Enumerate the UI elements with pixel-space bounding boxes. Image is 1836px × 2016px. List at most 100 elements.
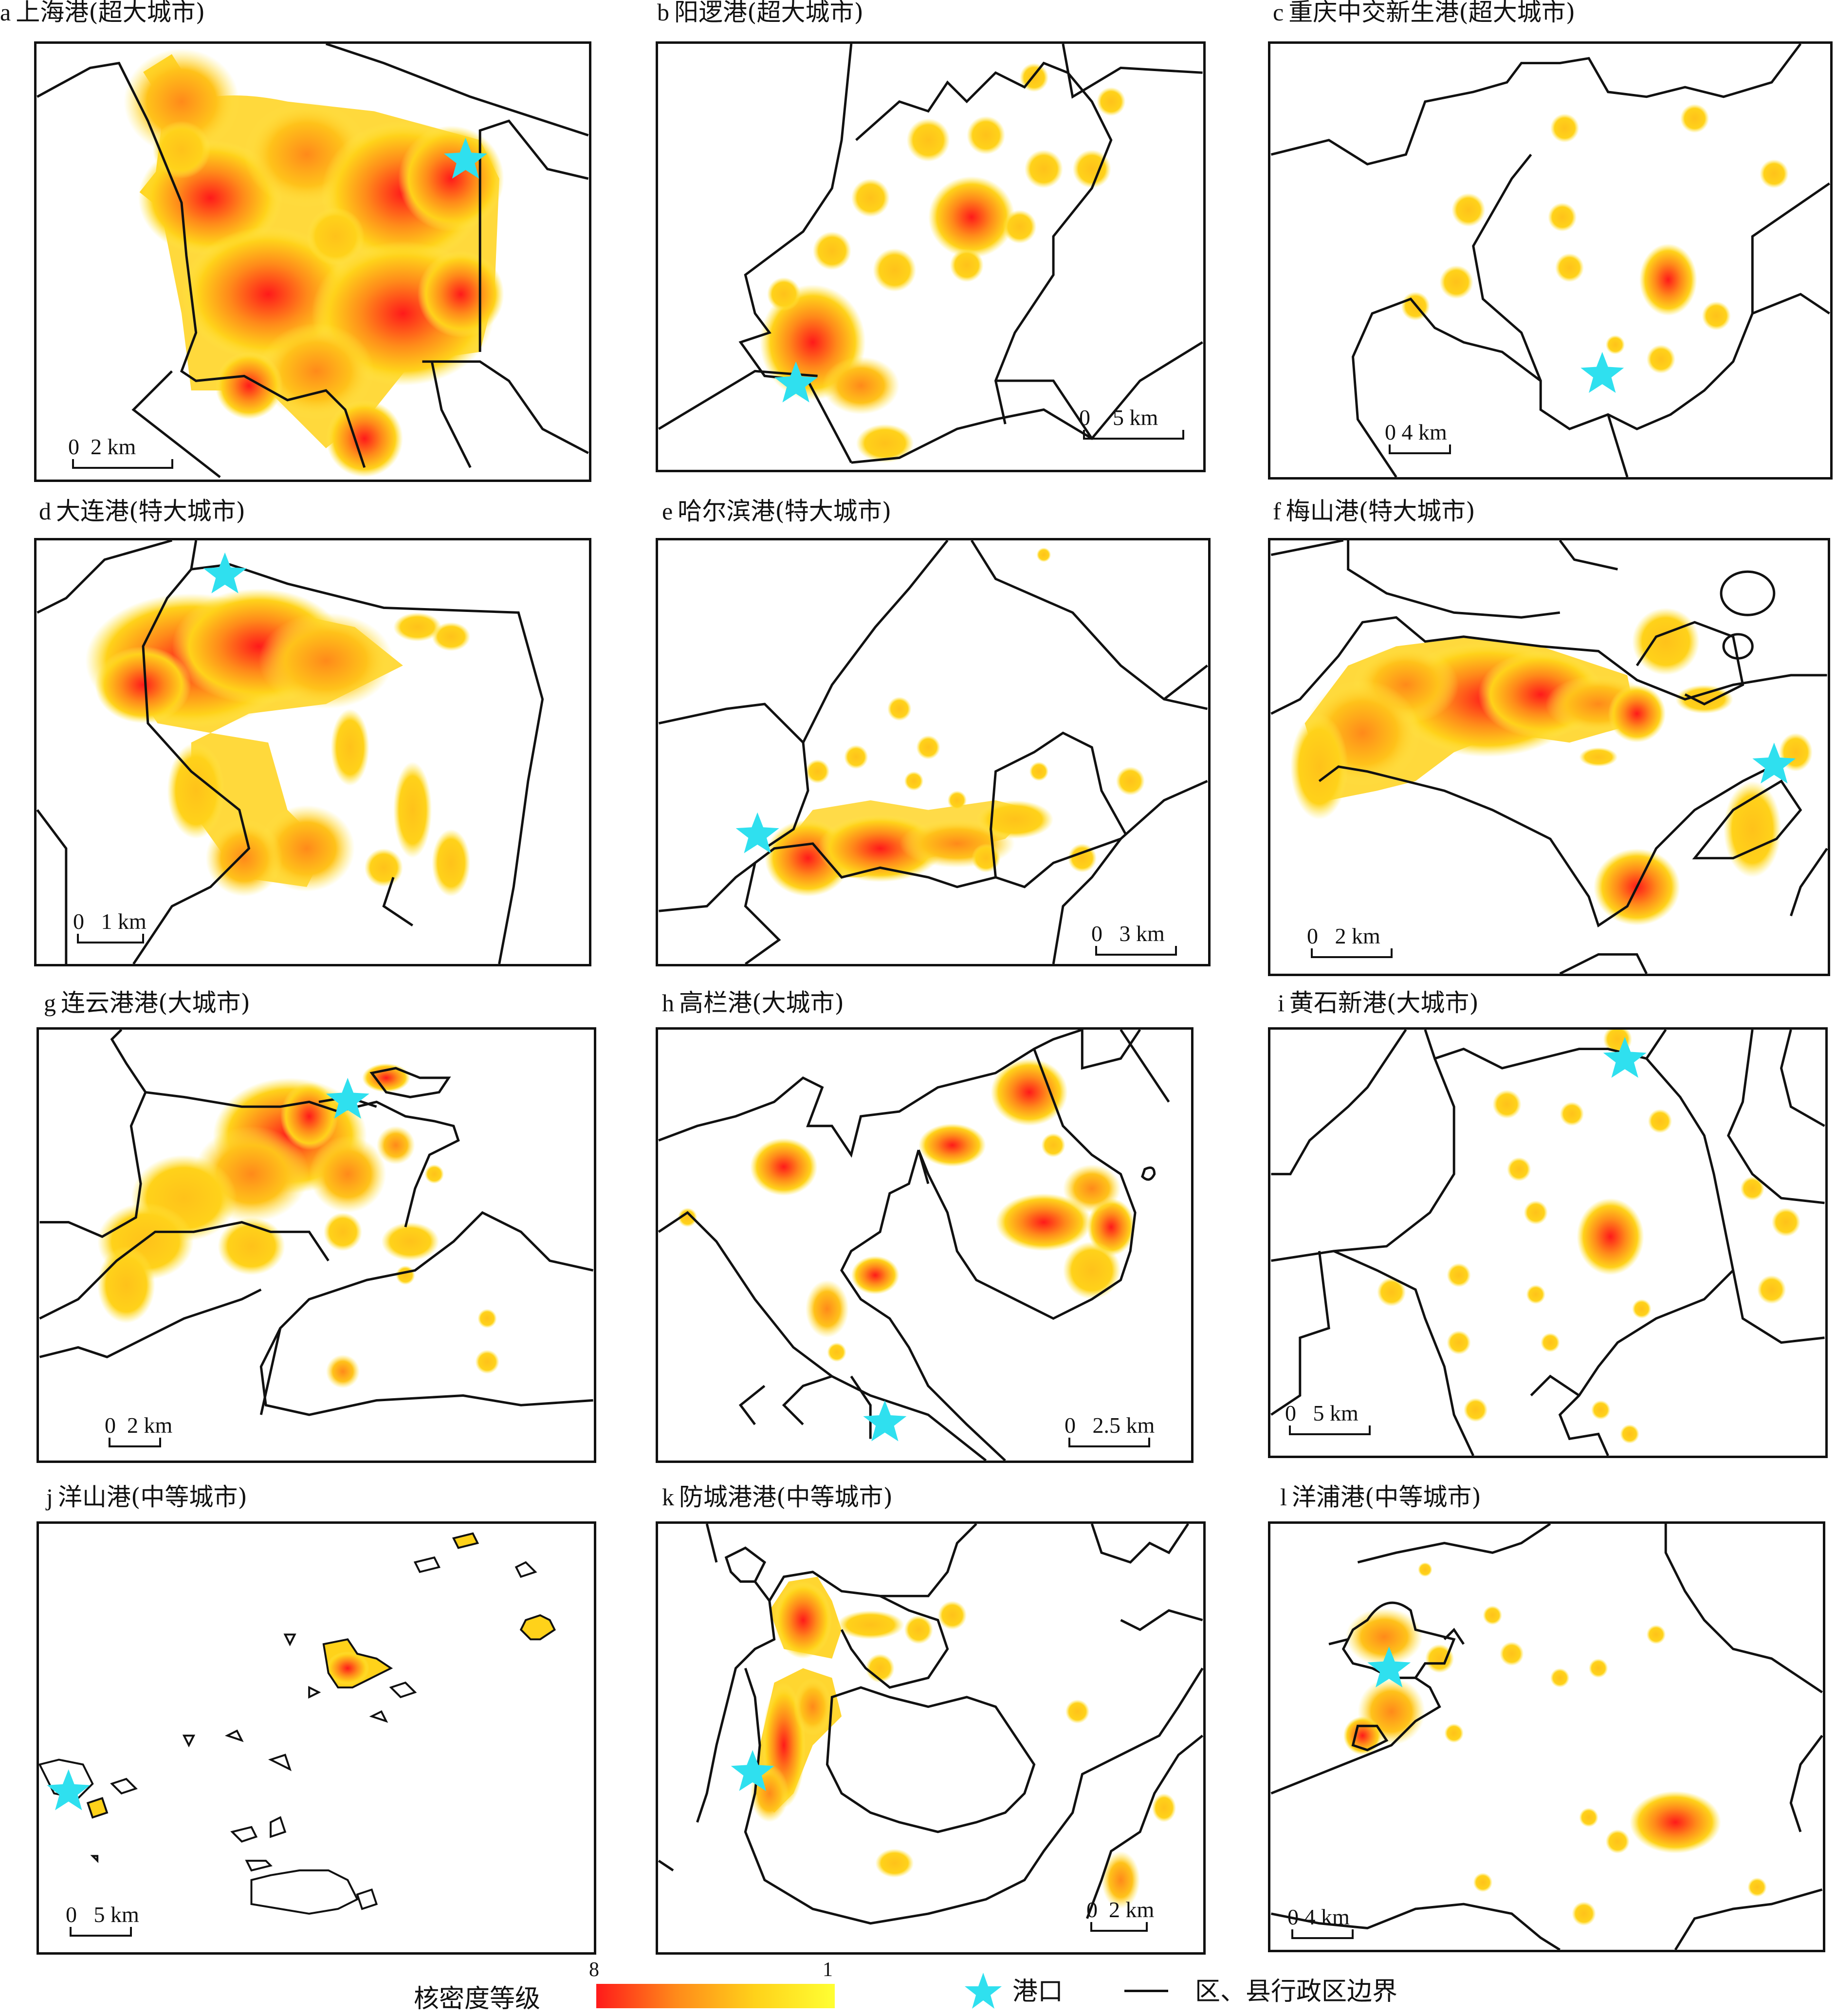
map-frame: 0 2 km	[34, 41, 591, 482]
scale-bar-line	[1090, 1922, 1148, 1932]
scale-bar-line	[70, 1927, 132, 1937]
panel-letter: e	[662, 498, 673, 525]
map-frame: 0 4 km	[1268, 1521, 1825, 1952]
density-map	[658, 44, 1203, 464]
map-frame: 0 5 km	[37, 1521, 596, 1955]
scale-bar: 0 5 km	[66, 1902, 139, 1937]
map-frame: 0 3 km	[656, 538, 1211, 966]
port-name: 洋山港	[57, 1483, 131, 1511]
panel-letter: h	[662, 989, 674, 1017]
city-category: (特大城市)	[1359, 497, 1475, 525]
panel-title: k 防城港港(中等城市)	[662, 1485, 893, 1509]
scale-distance: 1 km	[101, 909, 147, 934]
city-category: (特大城市)	[775, 497, 892, 525]
scale-zero: 0	[1307, 924, 1318, 948]
scale-zero: 0	[105, 1413, 116, 1438]
scale-bar: 0 1 km	[73, 909, 147, 943]
density-map	[39, 1532, 556, 1915]
density-map	[658, 1524, 1203, 1925]
scale-bar-line	[109, 1438, 161, 1447]
density-map	[658, 1030, 1170, 1461]
city-category: (超大城市)	[1459, 0, 1576, 26]
density-map	[1270, 1030, 1825, 1456]
scale-bar: 0 2 km	[105, 1413, 173, 1447]
scale-bar-line	[1311, 948, 1393, 958]
scale-bar: 0 2 km	[68, 434, 173, 469]
scale-distance: 2 km	[127, 1413, 173, 1438]
port-name: 连云港港	[61, 989, 158, 1017]
scale-zero: 0	[1065, 1413, 1076, 1438]
density-map	[1270, 44, 1830, 477]
city-category: (超大城市)	[747, 0, 864, 26]
scale-bar: 0 5 km	[1285, 1401, 1371, 1435]
scale-bar-line	[1068, 1438, 1150, 1447]
scale-bar: 0 3 km	[1091, 921, 1177, 956]
panel-letter: f	[1273, 498, 1281, 525]
scale-bar-line	[1389, 444, 1451, 454]
port-name: 阳逻港	[674, 0, 747, 26]
density-map	[39, 1030, 594, 1416]
scale-bar: 0 2.5 km	[1065, 1413, 1155, 1447]
scale-zero: 0	[68, 434, 79, 459]
city-category: (大城市)	[1386, 989, 1479, 1017]
panel-title: b 阳逻港(超大城市)	[657, 0, 863, 24]
port-name: 高栏港	[679, 989, 752, 1017]
panel-letter: i	[1278, 989, 1285, 1017]
port-star-icon	[326, 1077, 369, 1119]
port-name: 洋浦港	[1291, 1483, 1365, 1511]
map-frame: 0 5 km	[656, 41, 1206, 472]
panel-letter: l	[1280, 1483, 1287, 1511]
city-category: (大城市)	[752, 989, 845, 1017]
scale-distance: 5 km	[1313, 1401, 1359, 1425]
port-name: 上海港	[16, 0, 89, 26]
port-star-icon	[1367, 1646, 1411, 1688]
scale-distance: 4 km	[1304, 1905, 1350, 1929]
boundary-legend-label: 区、县行政区边界	[1195, 1977, 1398, 2006]
scale-zero: 0	[1091, 921, 1102, 946]
panel-letter: d	[39, 498, 51, 525]
scale-distance: 2 km	[1335, 924, 1380, 948]
map-frame: 0 1 km	[34, 538, 591, 966]
scale-distance: 3 km	[1119, 921, 1165, 946]
panel-title: f 梅山港(特大城市)	[1273, 499, 1475, 523]
port-star-icon	[203, 552, 247, 593]
city-category: (中等城市)	[776, 1483, 893, 1511]
panel-letter: a	[0, 0, 11, 26]
scale-bar: 0 2 km	[1307, 924, 1393, 958]
scale-zero: 0	[1079, 405, 1090, 430]
density-max-label: 8	[589, 1959, 599, 1981]
port-star-icon	[1580, 351, 1624, 393]
panel-title: j 洋山港(中等城市)	[46, 1485, 247, 1509]
panel-letter: c	[1273, 0, 1284, 26]
city-category: (中等城市)	[130, 1483, 247, 1511]
scale-distance: 2 km	[91, 434, 136, 459]
panel-letter: j	[46, 1483, 53, 1511]
port-star-icon	[863, 1400, 907, 1442]
port-star-icon	[1603, 1036, 1647, 1078]
density-map	[1270, 1524, 1823, 1950]
panel-title: h 高栏港(大城市)	[662, 991, 844, 1015]
port-name: 梅山港	[1285, 497, 1359, 525]
port-star-icon	[443, 137, 487, 179]
panel-title: a 上海港(超大城市)	[0, 0, 205, 24]
panel-letter: b	[657, 0, 669, 26]
scale-zero: 0	[1086, 1897, 1098, 1922]
scale-bar-line	[1095, 946, 1177, 956]
density-min-label: 1	[823, 1959, 833, 1981]
scale-zero: 0	[73, 909, 84, 934]
scale-zero: 0	[66, 1902, 77, 1927]
panel-letter: k	[662, 1483, 674, 1511]
port-star-icon	[731, 1750, 774, 1791]
port-name: 重庆中交新生港	[1288, 0, 1459, 26]
port-legend-label: 港口	[1012, 1977, 1064, 2006]
city-category: (中等城市)	[1364, 1483, 1481, 1511]
scale-bar-line	[1289, 1425, 1371, 1435]
panel-title: g 连云港港(大城市)	[44, 991, 250, 1015]
city-category: (特大城市)	[129, 497, 246, 525]
port-star-icon	[1752, 742, 1796, 784]
legend: 核密度等级 8 1 港口 区、县行政区边界	[0, 1959, 1836, 2016]
scale-distance: 5 km	[93, 1902, 139, 1927]
port-star-icon	[47, 1769, 91, 1811]
density-map	[1270, 540, 1828, 974]
panel-title: i 黄石新港(大城市)	[1278, 991, 1479, 1015]
